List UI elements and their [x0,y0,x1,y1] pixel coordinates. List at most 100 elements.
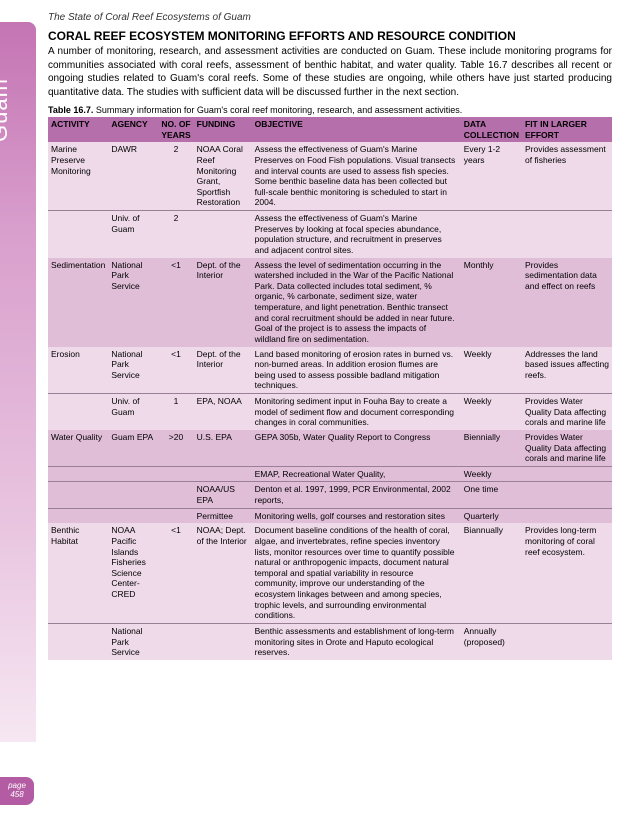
table-row: Marine Preserve MonitoringDAWR2NOAA Cora… [48,142,612,210]
cell-funding: U.S. EPA [194,430,252,466]
cell-funding: EPA, NOAA [194,394,252,430]
cell-objective: Land based monitoring of erosion rates i… [252,347,461,394]
col-objective: OBJECTIVE [252,117,461,142]
cell-collection: Weekly [461,394,522,430]
cell-fit [522,623,612,659]
cell-collection: One time [461,482,522,508]
cell-collection: Every 1-2 years [461,142,522,210]
cell-objective: Benthic assessments and establishment of… [252,623,461,659]
cell-activity [48,394,108,430]
cell-activity [48,623,108,659]
cell-agency: DAWR [108,142,158,210]
col-collection: DATA COLLECTION [461,117,522,142]
table-row: Univ. of Guam2 Assess the effectiveness o… [48,211,612,258]
cell-activity [48,482,108,508]
cell-fit [522,482,612,508]
cell-years: <1 [158,347,193,394]
cell-years: 2 [158,211,193,258]
sidebar-label: Guam [0,78,13,142]
table-row: National Park Service Benthic assessments… [48,623,612,659]
table-group: Benthic HabitatNOAA Pacific Islands Fish… [48,523,612,660]
cell-funding: NOAA/US EPA [194,482,252,508]
cell-funding [194,211,252,258]
cell-activity: Benthic Habitat [48,523,108,623]
sidebar-tab: Guam [0,22,36,742]
cell-years: <1 [158,523,193,623]
cell-fit: Addresses the land based issues affectin… [522,347,612,394]
cell-funding [194,466,252,482]
cell-objective: Denton et al. 1997, 1999, PCR Environmen… [252,482,461,508]
cell-collection [461,211,522,258]
cell-collection: Biennially [461,430,522,466]
cell-agency: NOAA Pacific Islands Fisheries Science C… [108,523,158,623]
cell-activity: Sedimentation [48,258,108,347]
cell-agency [108,466,158,482]
cell-collection: Weekly [461,347,522,394]
cell-funding: Permittee [194,508,252,523]
table-caption-label: Table 16.7. [48,105,93,115]
table-row: ErosionNational Park Service<1Dept. of t… [48,347,612,394]
table-caption: Table 16.7. Summary information for Guam… [48,105,612,115]
cell-activity [48,211,108,258]
cell-agency: Univ. of Guam [108,211,158,258]
cell-fit: Provides Water Quality Data affecting co… [522,394,612,430]
cell-activity: Marine Preserve Monitoring [48,142,108,210]
cell-years [158,623,193,659]
cell-fit [522,466,612,482]
cell-years: <1 [158,258,193,347]
cell-funding: Dept. of the Interior [194,347,252,394]
table-row: Univ. of Guam1EPA, NOAAMonitoring sedime… [48,394,612,430]
cell-collection: Quarterly [461,508,522,523]
cell-objective: Assess the effectiveness of Guam's Marin… [252,211,461,258]
cell-objective: Assess the effectiveness of Guam's Marin… [252,142,461,210]
cell-activity: Water Quality [48,430,108,466]
cell-objective: Monitoring wells, golf courses and resto… [252,508,461,523]
cell-objective: EMAP, Recreational Water Quality, [252,466,461,482]
table-row: Water QualityGuam EPA>20U.S. EPAGEPA 305… [48,430,612,466]
table-group: SedimentationNational Park Service<1Dept… [48,258,612,347]
cell-years [158,482,193,508]
page-number-badge: page 458 [0,777,34,805]
table-group: Marine Preserve MonitoringDAWR2NOAA Cora… [48,142,612,257]
cell-fit: Provides sedimentation data and effect o… [522,258,612,347]
cell-agency: Guam EPA [108,430,158,466]
cell-funding: Dept. of the Interior [194,258,252,347]
cell-agency [108,482,158,508]
cell-collection: Weekly [461,466,522,482]
cell-agency: National Park Service [108,623,158,659]
cell-collection: Biannually [461,523,522,623]
cell-collection: Annually (proposed) [461,623,522,659]
table-row: PermitteeMonitoring wells, golf courses … [48,508,612,523]
cell-activity: Erosion [48,347,108,394]
cell-fit [522,211,612,258]
cell-years [158,508,193,523]
cell-funding [194,623,252,659]
cell-agency: Univ. of Guam [108,394,158,430]
monitoring-table: ACTIVITY AGENCY NO. OF YEARS FUNDING OBJ… [48,117,612,660]
cell-agency [108,508,158,523]
cell-activity [48,466,108,482]
cell-years: 1 [158,394,193,430]
cell-objective: GEPA 305b, Water Quality Report to Congr… [252,430,461,466]
cell-funding: NOAA; Dept. of the Interior [194,523,252,623]
table-row: EMAP, Recreational Water Quality,Weekly [48,466,612,482]
table-header-row: ACTIVITY AGENCY NO. OF YEARS FUNDING OBJ… [48,117,612,142]
cell-objective: Monitoring sediment input in Fouha Bay t… [252,394,461,430]
col-funding: FUNDING [194,117,252,142]
cell-years: >20 [158,430,193,466]
running-header: The State of Coral Reef Ecosystems of Gu… [48,12,612,23]
section-title: CORAL REEF ECOSYSTEM MONITORING EFFORTS … [48,29,612,43]
cell-collection: Monthly [461,258,522,347]
cell-fit: Provides long-term monitoring of coral r… [522,523,612,623]
cell-fit: Provides Water Quality Data affecting co… [522,430,612,466]
table-row: SedimentationNational Park Service<1Dept… [48,258,612,347]
table-row: NOAA/US EPADenton et al. 1997, 1999, PCR… [48,482,612,508]
cell-agency: National Park Service [108,347,158,394]
table-group: ErosionNational Park Service<1Dept. of t… [48,347,612,430]
cell-years: 2 [158,142,193,210]
table-group: Water QualityGuam EPA>20U.S. EPAGEPA 305… [48,430,612,523]
col-activity: ACTIVITY [48,117,108,142]
cell-years [158,466,193,482]
col-agency: AGENCY [108,117,158,142]
cell-agency: National Park Service [108,258,158,347]
